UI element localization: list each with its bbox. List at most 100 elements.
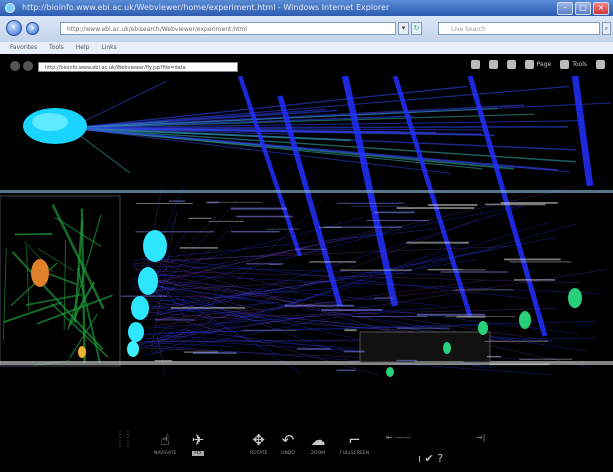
network-edge [148, 223, 577, 344]
fly-icon: ✈ [191, 431, 205, 449]
feeds-button[interactable] [488, 60, 498, 69]
network-node-orange[interactable] [78, 346, 86, 358]
network-node[interactable] [127, 341, 139, 357]
undo-control[interactable]: ↶ UNDO [280, 432, 296, 456]
network-node[interactable] [131, 296, 149, 320]
viewer-toolbar: http://bioinfo.www.ebi.ac.uk/Webviewer/f… [0, 54, 613, 76]
network-edge [69, 127, 351, 142]
horizon-band [0, 190, 613, 193]
network-edge [69, 127, 451, 174]
fullscreen-control[interactable]: ⌐ FULLSCREEN [340, 432, 369, 456]
zoom-label: ZOOM [310, 451, 326, 456]
fly-control[interactable]: ✈ FLY [190, 432, 206, 456]
tools-menu[interactable]: Tools [560, 60, 587, 69]
network-edge [153, 287, 483, 320]
info-panel [359, 331, 491, 363]
network-node-green[interactable] [386, 367, 394, 377]
network-edge-green [2, 248, 7, 340]
address-bar: ‹ › http://www.ebi.ac.uk/ebisearch/Webvi… [0, 16, 613, 43]
network-edge-green [26, 245, 30, 311]
network-node-orange[interactable] [31, 259, 49, 287]
navigate-control[interactable]: ☝ NAVIGATE [154, 432, 176, 456]
home-button[interactable] [470, 60, 480, 69]
network-edge [69, 80, 167, 129]
network-edge [139, 342, 234, 347]
url-input[interactable]: http://www.ebi.ac.uk/ebisearch/Webviewer… [60, 22, 396, 35]
viewer-address[interactable]: http://bioinfo.www.ebi.ac.uk/Webviewer/f… [38, 62, 238, 72]
network-node[interactable] [138, 267, 158, 295]
browser-title-bar: http://bioinfo.www.ebi.ac.uk/Webviewer/h… [0, 0, 613, 16]
add-favorite-icon[interactable] [23, 61, 33, 71]
network-edge-green [11, 251, 104, 350]
network-edge-beam [467, 76, 548, 337]
network-node-green[interactable] [568, 288, 582, 308]
network-node-green[interactable] [519, 311, 531, 329]
network-edge [140, 249, 493, 319]
network-edge [131, 344, 551, 375]
network-edge-green [26, 293, 82, 306]
back-button[interactable]: ‹ [6, 20, 22, 36]
window-controls: – □ × [557, 2, 609, 15]
close-button[interactable]: × [593, 2, 609, 15]
network-edge [148, 257, 528, 299]
search-button[interactable]: ⌕ [602, 22, 611, 35]
undo-label: UNDO [281, 451, 295, 456]
rotate-control[interactable]: ✥ ROTATE [250, 432, 267, 456]
network-edge [134, 228, 378, 289]
browser-logo-icon [5, 3, 15, 13]
search-input[interactable]: Live Search [438, 22, 600, 35]
network-node[interactable] [143, 230, 167, 262]
zoom-control[interactable]: ☁ ZOOM [310, 432, 326, 456]
tools-icon [560, 60, 570, 69]
network-edge-green [3, 301, 63, 324]
network-edge [156, 315, 314, 339]
zoom-icon: ☁ [310, 431, 326, 449]
links-item[interactable]: Favorites [10, 44, 38, 51]
network-edge [132, 279, 579, 334]
network-edge-green [37, 248, 74, 272]
network-edge-green [23, 240, 54, 273]
page-menu[interactable]: Page [524, 60, 552, 69]
network-edge [136, 219, 478, 351]
network-edge-green [51, 303, 109, 358]
network-edge [133, 186, 578, 288]
undo-icon: ↶ [281, 431, 295, 449]
network-edge [156, 274, 599, 294]
page-menu-label: Page [536, 61, 552, 68]
arrow-left-icon[interactable]: ⇤ —— [386, 433, 412, 442]
info-icon[interactable]: ı ✔ ? [418, 452, 444, 465]
side-panel-frame [0, 195, 121, 367]
network-edge [136, 200, 238, 317]
network-edge [146, 288, 335, 303]
network-edge [148, 225, 234, 314]
network-edge [145, 311, 390, 331]
network-edge [151, 221, 549, 348]
network-edge [147, 325, 479, 334]
network-edge-green [44, 271, 77, 285]
maximize-button[interactable]: □ [575, 2, 591, 15]
feed-icon [488, 60, 498, 69]
network-edge [152, 239, 474, 354]
links-item[interactable]: Links [101, 44, 117, 51]
network-visualization-canvas[interactable] [0, 76, 613, 426]
links-item[interactable]: Help [75, 44, 90, 51]
network-node-green[interactable] [478, 321, 488, 335]
refresh-button[interactable]: ↻ [411, 22, 422, 35]
favorites-star-icon[interactable] [10, 61, 20, 71]
print-button[interactable] [506, 60, 516, 69]
go-dropdown-button[interactable]: ▾ [398, 22, 409, 35]
navigate-label: NAVIGATE [154, 451, 177, 456]
links-item[interactable]: Tools [49, 44, 64, 51]
move-icon: ✥ [252, 431, 265, 449]
fly-label: FLY [192, 451, 204, 456]
network-edge-green [51, 204, 105, 310]
network-node[interactable] [128, 322, 144, 342]
help-button[interactable] [596, 60, 605, 69]
network-edge [137, 278, 441, 306]
network-node-green[interactable] [443, 342, 451, 354]
forward-button[interactable]: › [26, 22, 39, 35]
arrow-right-icon[interactable]: →| [476, 433, 486, 442]
fullscreen-label: FULLSCREEN [340, 451, 370, 456]
minimize-button[interactable]: – [557, 2, 573, 15]
network-edge [149, 311, 378, 376]
